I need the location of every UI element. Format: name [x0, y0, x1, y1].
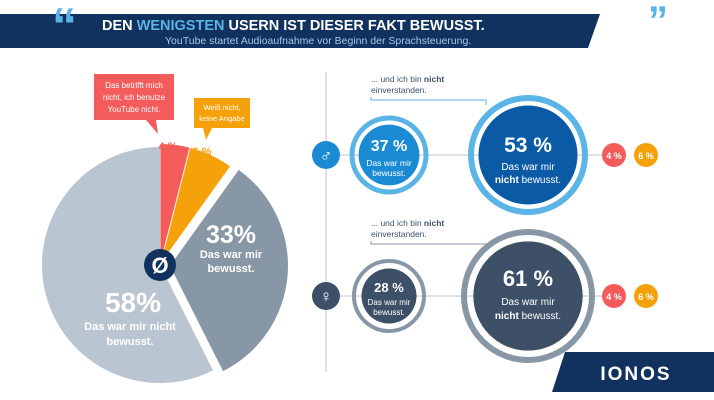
- women-no-answer-dot: [634, 284, 658, 308]
- men-unaware-ring: [468, 95, 588, 215]
- women-no-answer-pct: 6 %: [638, 292, 654, 302]
- women-unaware-pct: 61 %: [503, 266, 553, 291]
- callout-no-answer-line1: Weiß nicht,: [203, 103, 240, 112]
- women-annotation-line1: ... und ich bin nicht: [371, 218, 444, 228]
- callout-no-user: [94, 74, 174, 120]
- quote-open-icon: “: [52, 0, 77, 54]
- women-annotation-bracket: [370, 241, 488, 248]
- pie-label-aware-line2: bewusst.: [207, 263, 254, 275]
- pie-label-no-user-pct: 4 %: [159, 141, 178, 153]
- men-unaware-pct: 53 %: [504, 134, 552, 157]
- women-no-user-dot: [602, 284, 626, 308]
- ionos-logo: IONOS: [600, 364, 671, 385]
- brand-bar: [552, 352, 714, 392]
- women-no-user-pct: 4 %: [606, 292, 622, 302]
- men-aware-ring: [349, 115, 429, 195]
- men-annotation-line2: einverstanden.: [371, 85, 427, 95]
- men-no-answer-pct: 6 %: [638, 151, 654, 161]
- women-aware-line1: Das war mir: [368, 298, 411, 307]
- callout-no-user-line1: Das betrifft mich: [105, 81, 163, 90]
- women-annotation-line2: einverstanden.: [371, 229, 427, 239]
- women-aware-bubble: [361, 268, 417, 324]
- women-unaware-line1: Das war mir: [501, 297, 555, 308]
- men-aware-line2: bewusst.: [372, 168, 406, 178]
- men-unaware-line1: Das war mir: [501, 162, 555, 173]
- pie-slice-no-user: [160, 144, 190, 263]
- men-aware-pct: 37 %: [371, 138, 407, 155]
- men-no-user-dot: [602, 143, 626, 167]
- men-row: ♂ ... und ich bin nicht einverstanden. 3…: [312, 74, 658, 215]
- men-no-answer-dot: [634, 143, 658, 167]
- women-unaware-bubble: [473, 241, 583, 351]
- pie-slice-unaware: [41, 147, 214, 384]
- callout-no-answer-pointer: [203, 128, 212, 140]
- header-subtitle: YouTube startet Audioaufnahme vor Beginn…: [165, 35, 471, 47]
- header-banner: [0, 14, 600, 48]
- men-annotation-bracket: [370, 97, 487, 105]
- pie-center-badge: [144, 249, 176, 281]
- pie-label-unaware-pct: 58%: [105, 287, 161, 318]
- women-unaware-line2: nicht bewusst.: [495, 311, 561, 322]
- pie-label-aware-pct: 33%: [206, 221, 256, 249]
- men-aware-bubble: [358, 124, 420, 186]
- header-title: DEN WENIGSTEN USERN IST DIESER FAKT BEWU…: [102, 18, 485, 34]
- pie-label-no-answer-pct: 6 %: [193, 146, 212, 158]
- women-badge: [312, 282, 340, 310]
- callout-no-answer-line2: keine Angabe: [199, 114, 244, 123]
- women-row: ♀ ... und ich bin nicht einverstanden. 2…: [312, 218, 658, 363]
- pie-label-unaware-line1: Das war mir nicht: [84, 321, 176, 333]
- female-icon: ♀: [320, 287, 333, 306]
- women-aware-line2: bewusst.: [373, 308, 405, 317]
- men-unaware-line2: nicht bewusst.: [495, 175, 561, 186]
- quote-close-icon: ”: [648, 0, 668, 43]
- callout-no-user-line2: nicht, ich benutze: [103, 93, 166, 102]
- callout-no-user-pointer: [146, 120, 158, 134]
- women-unaware-ring: [461, 229, 595, 363]
- men-annotation-line1: ... und ich bin nicht: [371, 74, 444, 84]
- men-badge: [312, 141, 340, 169]
- callout-no-user-line3: YouTube nicht.: [108, 105, 161, 114]
- pie-slice-no-answer: [161, 147, 231, 263]
- men-no-user-pct: 4 %: [606, 151, 622, 161]
- average-icon: Ø: [151, 253, 168, 278]
- women-aware-pct: 28 %: [374, 280, 404, 295]
- pie-label-unaware-line2: bewusst.: [106, 336, 153, 348]
- men-unaware-bubble: [478, 105, 578, 205]
- pie-chart: Ø 58% Das war mir nicht bewusst. 33% Das…: [41, 74, 288, 384]
- male-icon: ♂: [320, 146, 333, 165]
- men-aware-line1: Das war mir: [366, 158, 412, 168]
- callout-no-answer: [194, 98, 250, 128]
- pie-label-aware-line1: Das war mir: [200, 249, 263, 261]
- women-aware-ring: [352, 259, 426, 333]
- pie-slice-aware: [169, 169, 288, 372]
